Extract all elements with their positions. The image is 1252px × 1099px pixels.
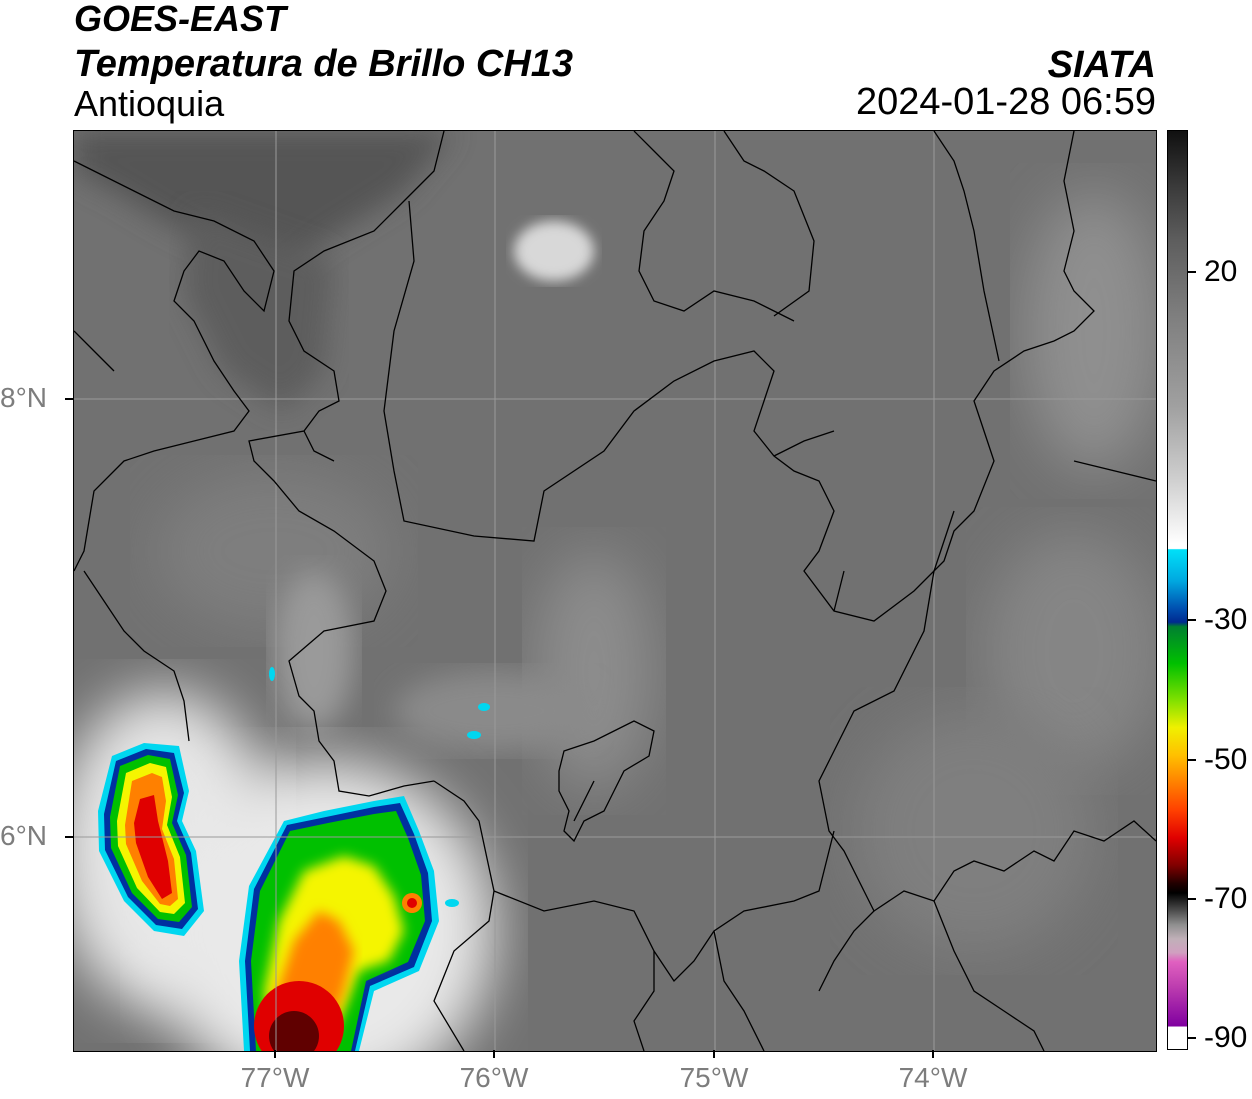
lon-tick [713,1050,715,1058]
lon-tick [932,1050,934,1058]
map-panel[interactable] [73,130,1157,1052]
colorbar-label-minus30: -30 [1204,603,1248,636]
bright-cloud-north [514,221,594,281]
boundaries [74,131,1156,1051]
region-label: Antioquia [74,83,225,124]
colorbar-label-20: 20 [1204,255,1238,288]
storm-cell-central [239,796,439,1051]
colorbar-label-minus70: -70 [1204,882,1248,915]
lon-label-76w: 76°W [459,1062,529,1093]
organization-label: SIATA [1047,44,1156,86]
dark-sea-area [74,131,454,281]
lon-tick [274,1050,276,1058]
colorbar-label-minus50: -50 [1204,743,1248,776]
brightness-temperature-map [74,131,1156,1051]
colorbar-label-minus90: -90 [1204,1021,1248,1054]
product-title: Temperatura de Brillo CH13 [74,43,574,85]
lat-label-8n: 8°N [0,382,47,413]
timestamp-label: 2024-01-28 06:59 [855,81,1156,123]
lon-tick [493,1050,495,1058]
lat-tick [65,836,73,838]
cbar-tick [1188,1037,1196,1039]
cbar-tick [1188,271,1196,273]
lon-label-77w: 77°W [240,1062,310,1093]
cbar-tick [1188,619,1196,621]
cbar-tick [1188,898,1196,900]
cbar-tick [1188,759,1196,761]
lon-label-75w: 75°W [679,1062,749,1093]
colorbar [1167,130,1188,1050]
storm-cell-west [98,743,204,936]
lat-tick [65,398,73,400]
lon-label-74w: 74°W [898,1062,968,1093]
satellite-title: GOES-EAST [74,0,287,39]
graticule [74,131,1156,1051]
lat-label-6n: 6°N [0,820,47,851]
